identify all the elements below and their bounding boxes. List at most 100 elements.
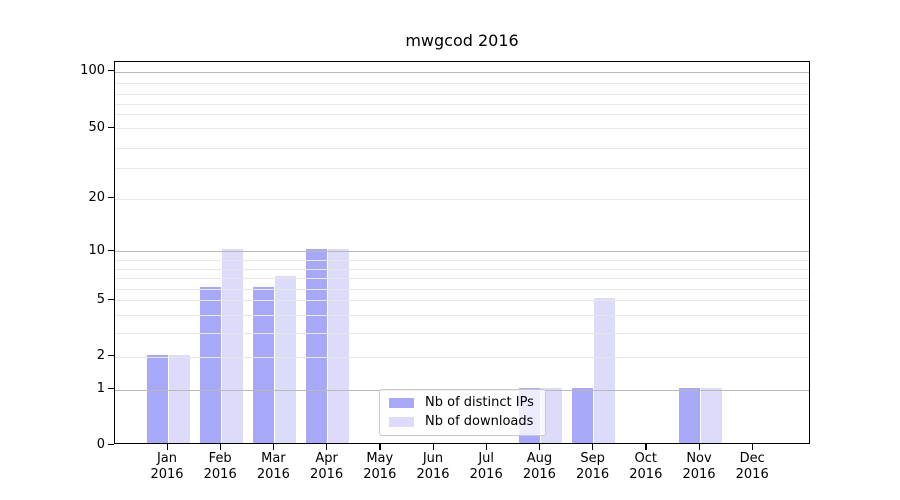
x-tick-label-month: Mar (261, 451, 286, 466)
y-tick-label-0: 0 (96, 436, 105, 452)
x-tick-label-jun: Jun 2016 (401, 451, 465, 483)
x-tick-label-month: Feb (208, 451, 232, 466)
y-tick-100 (108, 70, 114, 72)
x-tick-label-month: Jul (478, 451, 495, 466)
y-tick-10 (108, 249, 114, 251)
x-tick-label-year: 2016 (522, 467, 556, 482)
bar-distinct-ips-mar (252, 287, 274, 443)
x-tick-label-may: May 2016 (348, 451, 412, 483)
gridline-8 (115, 269, 809, 270)
x-tick-label-apr: Apr 2016 (295, 451, 359, 483)
x-tick-label-year: 2016 (310, 467, 344, 482)
bar-downloads-sep (594, 298, 616, 443)
gridline-5 (115, 300, 809, 301)
x-tick-label-oct: Oct 2016 (614, 451, 678, 483)
x-tick-label-year: 2016 (416, 467, 450, 482)
x-tick-dec (751, 444, 753, 450)
x-tick-label-year: 2016 (150, 467, 184, 482)
y-tick-label-100: 100 (80, 63, 105, 78)
bar-distinct-ips-nov (678, 387, 700, 443)
plot-area: Nb of distinct IPs Nb of downloads (114, 61, 810, 444)
x-tick-label-month: Jan (156, 451, 178, 466)
x-tick-label-month: May (366, 451, 394, 466)
x-tick-label-feb: Feb 2016 (188, 451, 252, 483)
x-tick-aug (538, 444, 541, 450)
gridline-2 (115, 356, 809, 358)
y-tick-5 (108, 298, 114, 300)
legend-label: Nb of distinct IPs (425, 395, 534, 410)
x-tick-label-sep: Sep 2016 (561, 451, 625, 483)
x-tick-sep (592, 444, 594, 450)
x-tick-label-jan: Jan 2016 (135, 451, 199, 483)
bar-downloads-jan (168, 354, 190, 443)
y-tick-2 (108, 355, 114, 357)
y-tick-1 (108, 388, 114, 390)
gridline-30 (115, 167, 809, 169)
bar-downloads-nov (700, 387, 722, 443)
bar-downloads-feb (221, 249, 243, 443)
x-tick-jan (166, 444, 168, 450)
bar-downloads-apr (328, 249, 350, 443)
bar-downloads-mar (274, 276, 296, 443)
gridline-60 (115, 114, 809, 115)
gridline-9 (115, 260, 809, 261)
x-tick-label-month: Oct (634, 451, 658, 466)
gridline-7 (115, 278, 809, 279)
gridline-3 (115, 333, 809, 334)
y-tick-label-2: 2 (96, 348, 105, 363)
bar-distinct-ips-jan (146, 354, 168, 443)
gridline-90 (115, 83, 809, 84)
x-tick-may (379, 444, 381, 450)
y-tick-50 (108, 126, 114, 128)
legend-label: Nb of downloads (425, 414, 534, 429)
gridline-70 (115, 104, 809, 105)
x-tick-label-month: Sep (580, 451, 605, 466)
x-tick-label-year: 2016 (203, 467, 237, 482)
gridline-100 (115, 71, 809, 73)
x-tick-apr (326, 444, 328, 450)
x-tick-label-year: 2016 (256, 467, 290, 482)
legend-item-distinct-ips: Nb of distinct IPs (389, 395, 536, 411)
x-tick-label-year: 2016 (735, 467, 769, 482)
x-tick-jun (432, 444, 434, 450)
x-tick-jul (485, 444, 487, 450)
legend-swatch-downloads (389, 417, 414, 427)
bar-distinct-ips-feb (199, 287, 221, 443)
gridline-10 (115, 251, 809, 252)
y-tick-label-10: 10 (88, 242, 105, 258)
x-tick-label-year: 2016 (363, 467, 397, 482)
bar-distinct-ips-sep (572, 387, 594, 443)
y-tick-label-50: 50 (88, 119, 105, 135)
x-tick-label-month: Dec (739, 451, 765, 466)
x-tick-label-year: 2016 (576, 467, 610, 482)
legend-item-downloads: Nb of downloads (389, 414, 536, 430)
gridline-20 (115, 198, 809, 200)
bar-distinct-ips-apr (306, 249, 328, 443)
y-tick-label-20: 20 (88, 190, 105, 205)
x-tick-label-year: 2016 (682, 467, 716, 482)
x-tick-label-nov: Nov 2016 (667, 451, 731, 483)
x-tick-label-aug: Aug 2016 (507, 451, 571, 483)
x-tick-label-month: Aug (526, 451, 553, 466)
x-tick-feb (219, 444, 221, 450)
x-tick-mar (272, 444, 275, 450)
y-tick-20 (108, 197, 114, 199)
gridline-40 (115, 147, 809, 149)
legend: Nb of distinct IPs Nb of downloads (379, 389, 546, 436)
x-tick-label-year: 2016 (629, 467, 663, 482)
y-tick-label-5: 5 (96, 291, 105, 307)
bar-downloads-aug (540, 387, 562, 443)
x-tick-label-mar: Mar 2016 (241, 451, 305, 483)
x-tick-label-month: Apr (315, 451, 338, 466)
x-tick-label-year: 2016 (469, 467, 503, 482)
x-tick-label-month: Jun (422, 451, 444, 466)
x-tick-label-month: Nov (686, 451, 712, 466)
y-tick-0 (108, 443, 114, 445)
x-tick-label-dec: Dec 2016 (720, 451, 784, 483)
y-tick-label-1: 1 (96, 381, 105, 396)
gridline-6 (115, 289, 809, 290)
gridline-4 (115, 315, 809, 316)
legend-swatch-distinct-ips (389, 398, 414, 408)
gridline-50 (115, 128, 809, 129)
